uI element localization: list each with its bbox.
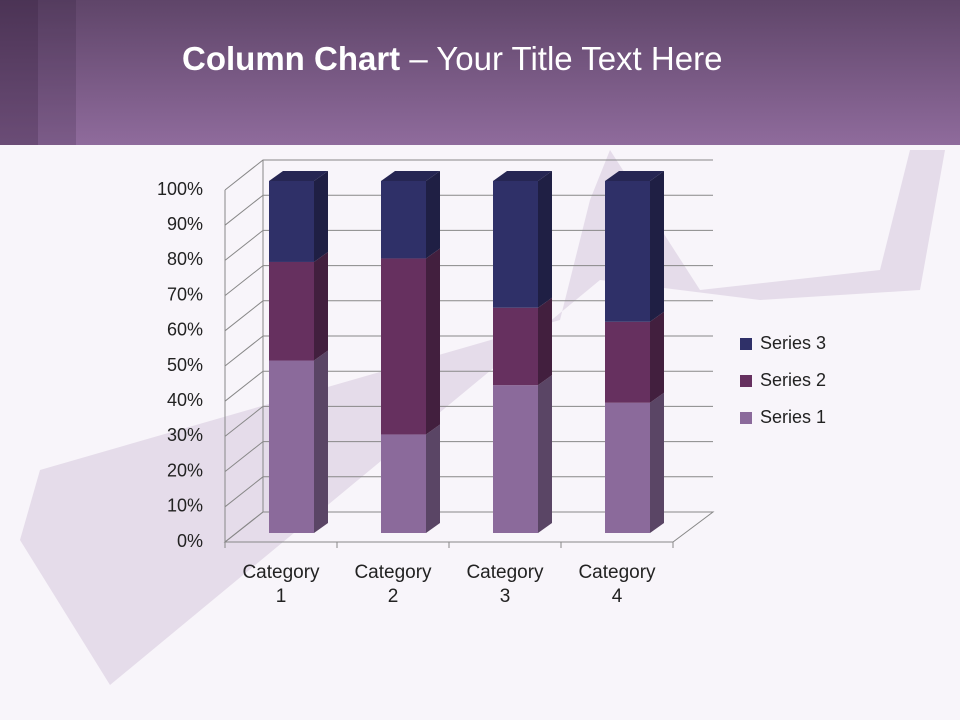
grid-line [224, 159, 713, 191]
y-tick-label: 30% [167, 425, 203, 445]
y-tick-label: 0% [177, 531, 203, 551]
bar-side [314, 251, 328, 361]
y-tick-label: 20% [167, 460, 203, 480]
grid-line [224, 441, 713, 472]
slide-title: Column Chart – Your Title Text Here [182, 40, 722, 78]
y-tick-label: 80% [167, 249, 203, 269]
y-tick-label: 100% [157, 179, 203, 199]
bar-top [269, 171, 328, 181]
grid-line [224, 476, 713, 508]
legend-swatch [740, 338, 752, 350]
y-tick-label: 40% [167, 390, 203, 410]
title-rest: – Your Title Text Here [409, 40, 723, 77]
legend-label: Series 2 [760, 370, 826, 390]
legend-swatch [740, 412, 752, 424]
grid-line [224, 229, 713, 261]
legend-label: Series 3 [760, 333, 826, 353]
x-tick-label: Category 1 [242, 562, 320, 607]
bar-side [426, 171, 440, 259]
bar [605, 402, 650, 533]
grid-line [224, 511, 713, 543]
bar-side [314, 171, 328, 262]
bar-side [538, 297, 552, 386]
legend-swatch [740, 375, 752, 387]
grid-line [224, 370, 713, 402]
grid-line [224, 265, 713, 296]
bar-side [314, 350, 328, 533]
bar-top [381, 171, 440, 181]
bar-top [605, 171, 664, 181]
bar-side [538, 171, 552, 308]
y-tick-label: 10% [167, 496, 203, 516]
grid-line [224, 194, 713, 226]
bar [493, 307, 538, 386]
title-bold: Column Chart [182, 40, 401, 77]
bar [493, 385, 538, 533]
grid-line [224, 405, 713, 437]
header-band: Column Chart – Your Title Text Here [0, 0, 960, 145]
bar [605, 321, 650, 403]
header-accent [0, 0, 38, 145]
tie-decoration [20, 150, 945, 685]
bar [381, 434, 426, 533]
y-tick-label: 60% [167, 320, 203, 340]
bar-side [426, 424, 440, 533]
bar-side [538, 375, 552, 533]
x-tick-label: Category 4 [578, 562, 656, 607]
bar [493, 181, 538, 308]
bar [269, 261, 314, 361]
bar-side [650, 311, 664, 403]
legend-label: Series 1 [760, 407, 826, 427]
bar-side [650, 392, 664, 533]
x-tick-label: Category 2 [354, 562, 432, 607]
y-tick-label: 90% [167, 214, 203, 234]
bar-side [426, 248, 440, 435]
header-accent [38, 0, 76, 145]
x-tick-label: Category 3 [466, 562, 544, 607]
bar [605, 181, 650, 322]
y-tick-label: 70% [167, 284, 203, 304]
y-tick-label: 50% [167, 355, 203, 375]
grid-line [224, 335, 713, 367]
grid-line [224, 300, 713, 332]
bar [381, 181, 426, 259]
bar-side [650, 171, 664, 322]
bar [269, 360, 314, 533]
bar [381, 258, 426, 435]
bar [269, 181, 314, 262]
bar-top [493, 171, 552, 181]
